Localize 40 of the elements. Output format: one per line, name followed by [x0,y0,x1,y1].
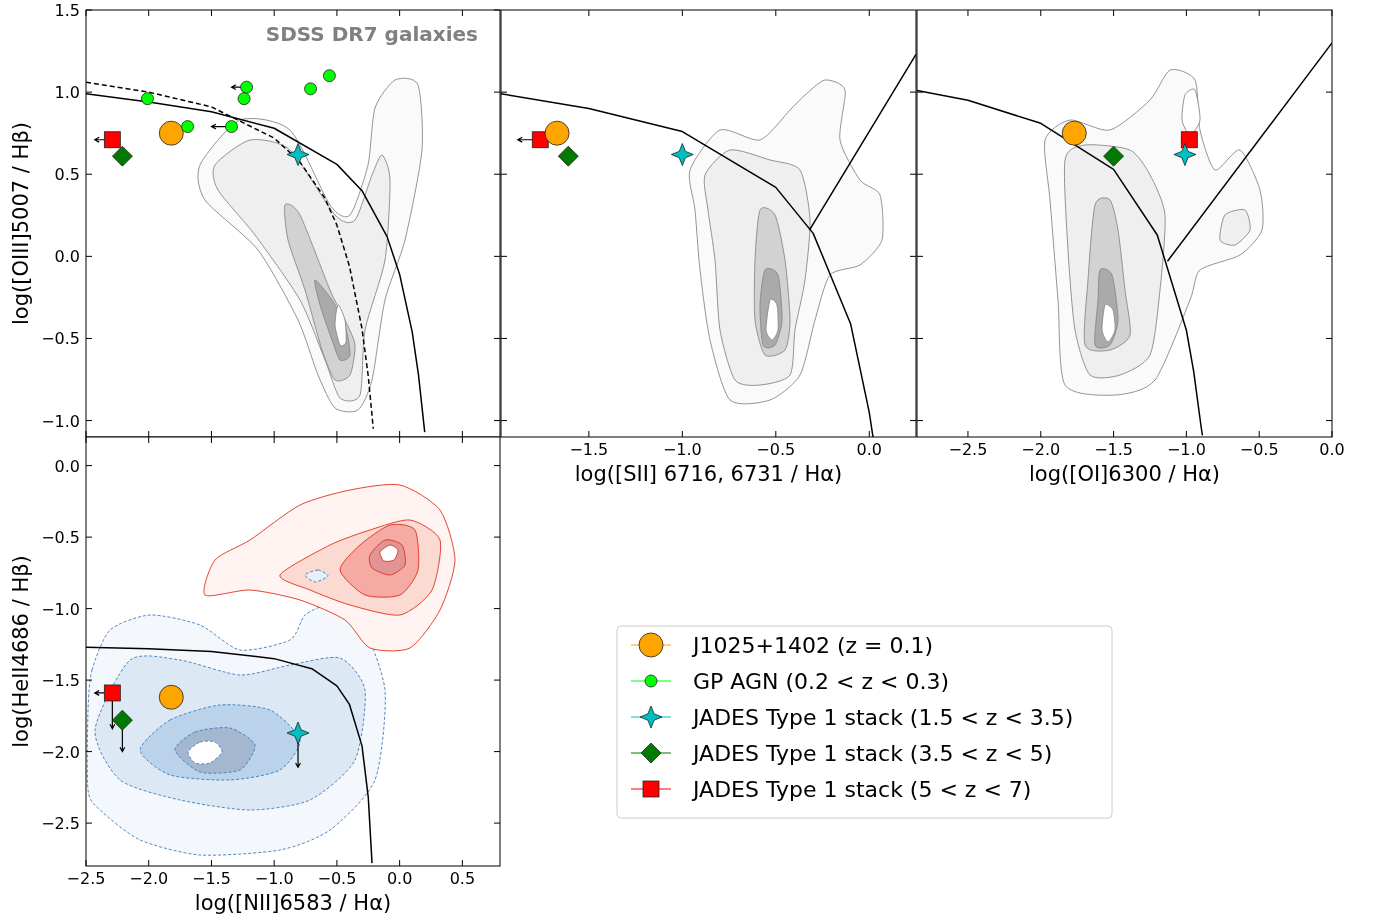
y-tick-label: −2.0 [41,742,80,762]
legend-label: JADES Type 1 stack (3.5 < z < 5) [691,741,1053,766]
x-tick-label: 0.0 [856,440,882,459]
legend-label: GP AGN (0.2 < z < 0.3) [693,669,949,694]
x-tick-label: −0.5 [1239,440,1279,459]
x-tick-label: 0.0 [1319,440,1345,459]
x-tick-label: −1.0 [254,869,294,888]
y-axis-title: log([OIII]5007 / Hβ) [9,122,33,325]
y-tick-label: 0.0 [54,247,80,267]
y-tick-label: −0.5 [41,528,80,548]
x-tick-label: −2.0 [1021,440,1061,459]
x-tick-label: −1.5 [1094,440,1134,459]
annotation: SDSS DR7 galaxies [265,22,478,46]
x-tick-label: −2.5 [66,869,106,888]
x-tick-label: −0.5 [756,440,796,459]
y-tick-label: −0.5 [41,329,80,349]
x-tick-label: −1.0 [1166,440,1206,459]
y-tick-label: −1.5 [41,671,80,691]
x-tick-label: −2.0 [129,869,169,888]
x-tick-label: 0.0 [386,869,413,888]
x-tick-label: −1.5 [569,440,609,459]
y-tick-label: −1.0 [41,599,80,619]
x-tick-label: −2.5 [948,440,988,459]
x-axis-title: log([SII] 6716, 6731 / Hα) [574,462,843,486]
x-tick-label: −1.0 [662,440,702,459]
y-tick-label: 1.5 [54,1,80,20]
legend-label: J1025+1402 (z = 0.1) [691,633,934,658]
legend-label: JADES Type 1 stack (1.5 < z < 3.5) [691,705,1074,730]
y-tick-label: −1.0 [41,411,80,431]
y-tick-label: 0.5 [54,165,80,185]
x-tick-label: −1.5 [192,869,231,888]
y-tick-label: 0.0 [54,456,80,476]
y-tick-label: −2.5 [41,814,80,834]
legend-label: JADES Type 1 stack (5 < z < 7) [691,777,1032,802]
x-tick-label: 0.5 [449,869,476,888]
x-tick-label: −0.5 [317,869,357,888]
x-axis-title: log([NII]6583 / Hα) [194,891,392,915]
y-tick-label: 1.0 [54,83,80,103]
x-axis-title: log([OI]6300 / Hα) [1028,462,1221,486]
y-axis-title: log(HeII4686 / Hβ) [9,555,33,748]
